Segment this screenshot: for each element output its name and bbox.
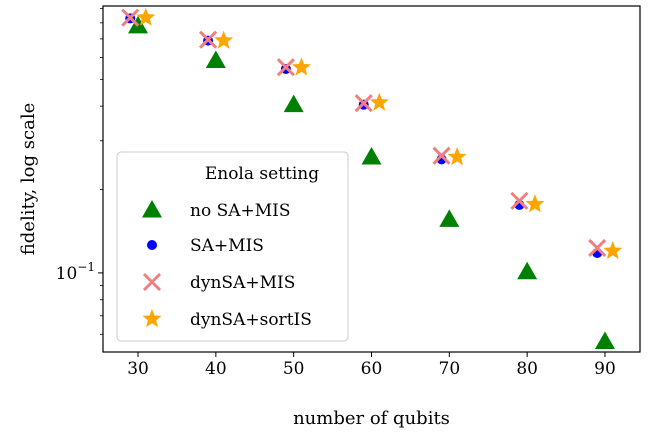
series-dynsa-mis: [121, 8, 607, 258]
data-point: [594, 331, 615, 350]
series-layer: [121, 7, 623, 350]
legend-marker: [142, 309, 162, 328]
legend-marker: [142, 200, 162, 218]
data-point: [603, 240, 623, 260]
data-point: [525, 194, 545, 213]
legend-title: Enola setting: [205, 164, 319, 184]
legend-marker: [142, 272, 162, 292]
y-tick-exponent: −1: [77, 260, 95, 274]
data-point: [291, 57, 311, 76]
data-point: [369, 92, 389, 111]
legend: Enola setting no SA+MIS SA+MIS dynSA+MIS dyn…: [116, 151, 349, 342]
y-tick-label: 10−1: [56, 260, 95, 284]
legend-entry-label: SA+MIS: [190, 236, 264, 256]
series-dynsa-sortis: [136, 7, 623, 260]
x-tick-label: 70: [439, 359, 461, 379]
data-point: [121, 8, 140, 27]
data-point: [439, 209, 460, 227]
x-tick-label: 90: [594, 359, 616, 379]
legend-entry-label: dynSA+MIS: [190, 273, 295, 293]
legend-box: [116, 151, 349, 342]
x-axis-label: number of qubits: [293, 408, 450, 429]
y-axis: 10−1: [56, 8, 103, 335]
data-point: [283, 94, 304, 113]
data-point: [432, 146, 451, 165]
data-point: [136, 7, 156, 26]
legend-entry-label: dynSA+sortIS: [190, 310, 312, 330]
data-point: [354, 94, 373, 113]
data-point: [205, 50, 226, 68]
data-point: [361, 147, 382, 165]
y-axis-label: fidelity, log scale: [18, 103, 39, 255]
x-tick-label: 60: [361, 359, 383, 379]
data-point: [214, 30, 234, 49]
x-tick-label: 80: [516, 359, 538, 379]
legend-entry-label: no SA+MIS: [190, 201, 291, 221]
data-point: [517, 261, 538, 280]
x-axis: 30 40 50 60 70 80 90: [127, 352, 616, 379]
y-tick-base: 10: [56, 264, 78, 284]
x-tick-label: 50: [283, 359, 305, 379]
data-point: [510, 191, 529, 210]
x-tick-label: 40: [205, 359, 227, 379]
legend-marker: [147, 240, 157, 250]
x-tick-label: 30: [127, 359, 149, 379]
data-point: [276, 58, 295, 77]
data-point: [447, 147, 467, 166]
data-point: [588, 238, 607, 258]
data-point: [199, 30, 218, 49]
